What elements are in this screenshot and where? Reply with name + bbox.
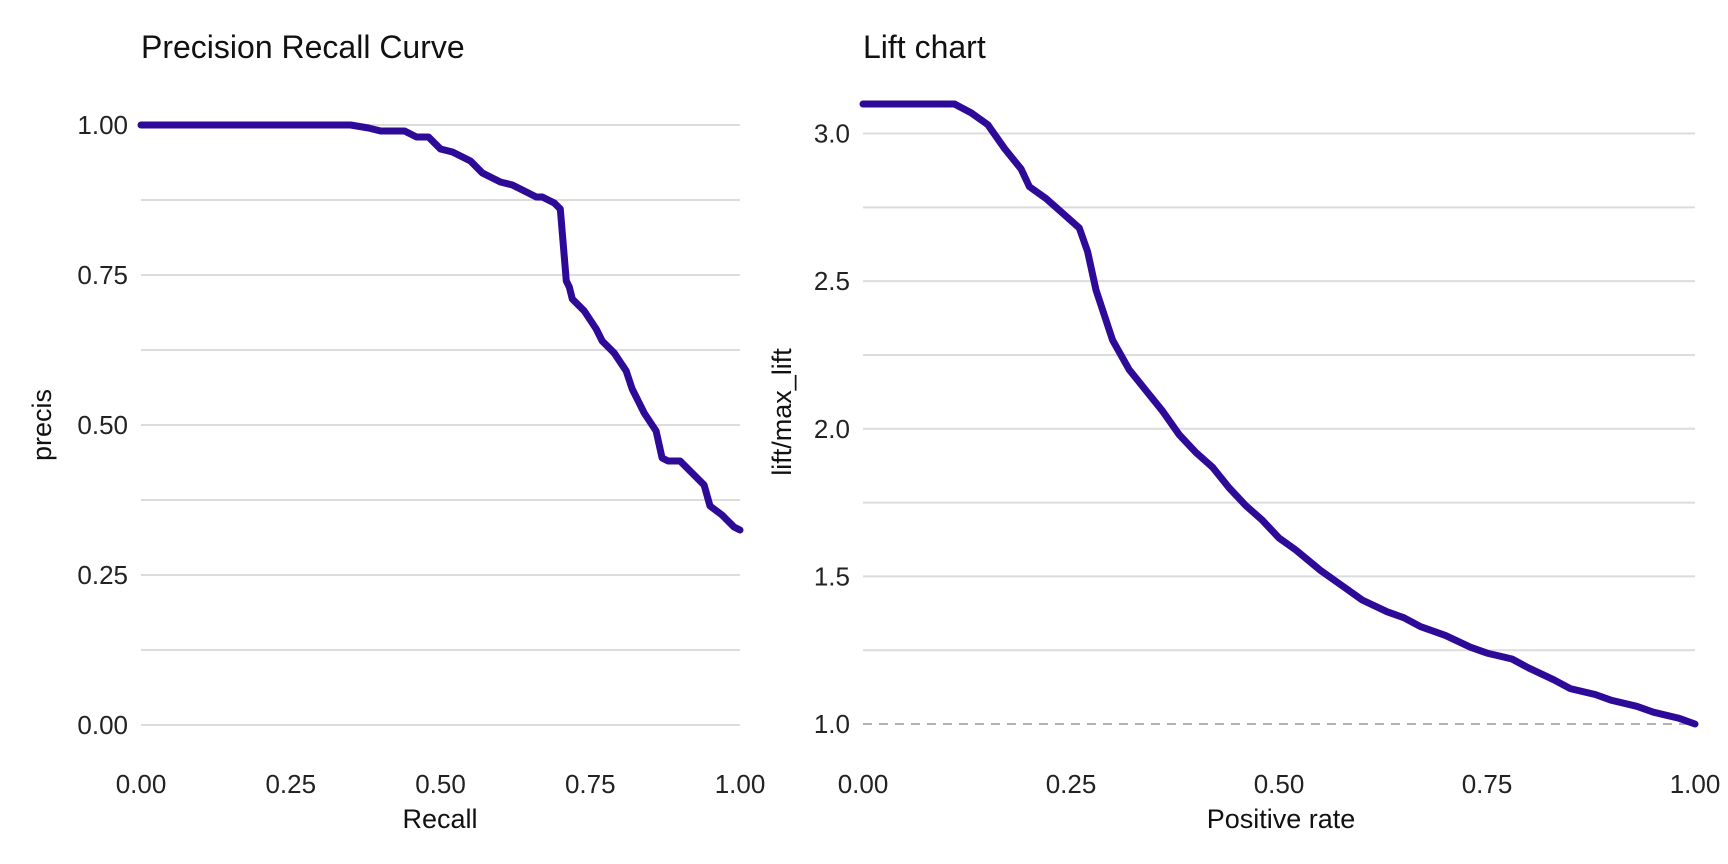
pr-x-tick-label-1: 0.25 [265,769,316,799]
pr-x-tick-label-4: 1.00 [715,769,766,799]
pr-y-tick-label-4: 1.00 [77,110,128,140]
pr-ticks: 0.00 0.25 0.50 0.75 1.00 0.00 0.25 0.50 0.75 1.00 [77,110,765,799]
lift-y-tick-label-2: 2.0 [814,414,850,444]
lift-y-axis-label: lift/max_lift [767,348,797,476]
pr-y-tick-label-3: 0.75 [77,260,128,290]
pr-y-tick-label-1: 0.25 [77,560,128,590]
lift-series-line-0 [859,100,1699,728]
precision-recall-panel: 0.00 0.25 0.50 0.75 1.00 0.00 0.25 0.50 0.75 1.00… [27,29,765,834]
pr-y-axis-label: precis [27,389,57,461]
lift-x-axis-label: Positive rate [1207,804,1356,834]
pr-x-tick-label-2: 0.50 [415,769,466,799]
pr-y-tick-label-2: 0.50 [77,410,128,440]
lift-curve-layer [859,100,1699,728]
pr-curve-layer [137,121,744,534]
pr-x-axis-label: Recall [402,804,477,834]
lift-gridlines [863,132,1695,652]
pr-x-tick-label-0: 0.00 [116,769,167,799]
lift-x-tick-label-3: 0.75 [1462,769,1513,799]
pr-y-tick-label-0: 0.00 [77,710,128,740]
pr-gridlines [141,124,740,726]
lift-chart-title: Lift chart [863,29,986,65]
lift-y-tick-label-3: 2.5 [814,266,850,296]
lift-x-tick-label-0: 0.00 [838,769,889,799]
lift-y-tick-label-4: 3.0 [814,119,850,149]
lift-y-tick-label-0: 1.0 [814,709,850,739]
lift-x-tick-label-4: 1.00 [1670,769,1721,799]
lift-x-tick-label-1: 0.25 [1046,769,1097,799]
lift-chart-panel: 0.00 0.25 0.50 0.75 1.00 1.0 1.5 2.0 2.5 3.0 Lift… [767,29,1720,834]
lift-x-tick-label-2: 0.50 [1254,769,1305,799]
lift-ticks: 0.00 0.25 0.50 0.75 1.00 1.0 1.5 2.0 2.5 3.0 [814,119,1720,799]
lift-y-tick-label-1: 1.5 [814,561,850,591]
pr-x-tick-label-3: 0.75 [565,769,616,799]
pr-chart-title: Precision Recall Curve [141,29,465,65]
pr-series-line-0 [137,121,744,534]
